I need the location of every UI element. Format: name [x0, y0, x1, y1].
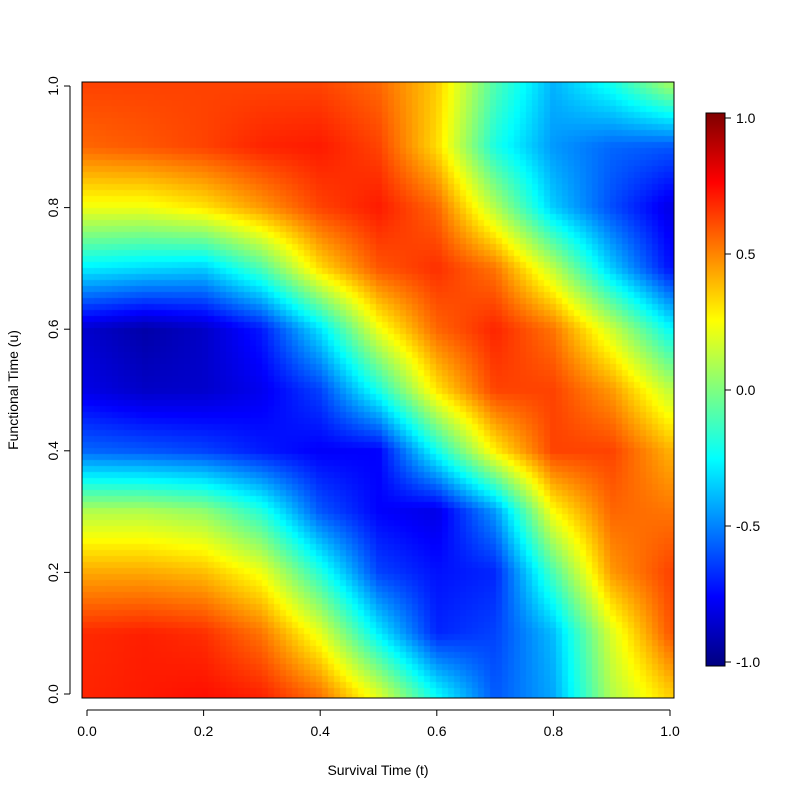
y-tick-label: 1.0	[45, 76, 61, 96]
colorbar-tick-label: 0.5	[736, 246, 756, 262]
y-tick-label: 0.0	[45, 684, 61, 704]
x-tick-label: 0.6	[427, 723, 447, 739]
y-axis-title: Functional Time (u)	[5, 330, 21, 450]
x-tick-label: 0.4	[310, 723, 330, 739]
x-tick-label: 1.0	[660, 723, 680, 739]
colorbar-tick-label: -1.0	[736, 654, 760, 670]
y-tick-label: 0.4	[45, 441, 61, 461]
x-axis: 0.0 0.2 0.4 0.6 0.8 1.0	[77, 709, 680, 739]
y-tick-label: 0.2	[45, 562, 61, 582]
x-axis-title: Survival Time (t)	[327, 762, 428, 778]
y-axis: 0.0 0.2 0.4 0.6 0.8 1.0	[45, 76, 71, 704]
colorbar-tick-label: -0.5	[736, 518, 760, 534]
colorbar-tick-label: 1.0	[736, 110, 756, 126]
y-tick-label: 0.6	[45, 319, 61, 339]
x-tick-label: 0.0	[77, 723, 97, 739]
plot-frame	[81, 81, 675, 699]
colorbar-axis: -1.0 -0.5 0.0 0.5 1.0	[725, 110, 760, 670]
y-tick-label: 0.8	[45, 198, 61, 218]
colorbar-tick-label: 0.0	[736, 382, 756, 398]
colorbar	[705, 112, 726, 667]
heatmap-area	[82, 82, 674, 698]
x-tick-label: 0.8	[544, 723, 564, 739]
x-tick-label: 0.2	[194, 723, 214, 739]
